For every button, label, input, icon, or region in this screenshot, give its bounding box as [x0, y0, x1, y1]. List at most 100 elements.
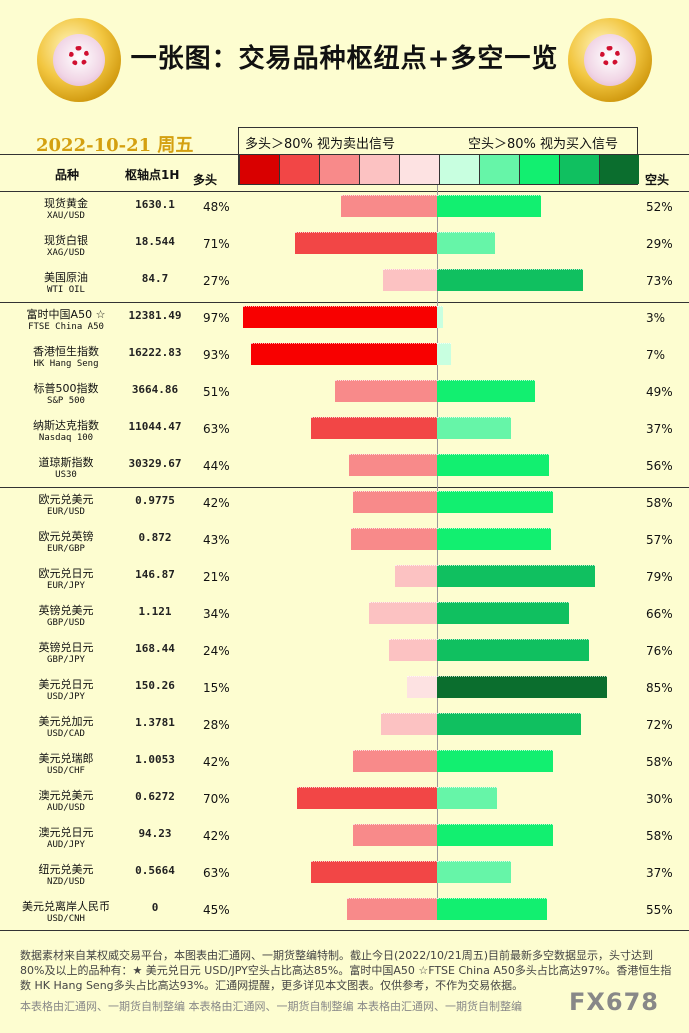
- long-pct: 97%: [203, 311, 230, 325]
- symbol-cn: 美元兑日元: [38, 678, 94, 691]
- divider: [0, 302, 689, 303]
- symbol-en: AUD/JPY: [47, 840, 85, 850]
- long-pct: 28%: [203, 718, 230, 732]
- symbol-en: AUD/USD: [47, 803, 85, 813]
- short-bar: [437, 676, 607, 698]
- long-pct: 93%: [203, 348, 230, 362]
- symbol-en: EUR/GBP: [47, 544, 85, 554]
- symbol-cn: 美元兑离岸人民币: [22, 900, 110, 913]
- long-bar: [381, 713, 437, 735]
- symbol-cn: 纽元兑美元: [38, 863, 94, 876]
- symbol-label: 美元兑瑞郎 USD/CHF: [10, 752, 122, 778]
- symbol-en: EUR/USD: [47, 507, 85, 517]
- legend-bull-text: 多头＞80% 视为卖出信号: [245, 137, 396, 152]
- pivot-value: 146.87: [135, 568, 175, 581]
- long-pct: 15%: [203, 681, 230, 695]
- header-pivot: 枢轴点1H: [125, 168, 180, 182]
- short-pct: 29%: [646, 237, 673, 251]
- short-pct: 7%: [646, 348, 666, 362]
- short-bar: [437, 898, 547, 920]
- symbol-label: 标普500指数 S&P 500: [10, 382, 122, 408]
- long-bar: [311, 417, 437, 439]
- symbol-en: USD/CAD: [47, 729, 85, 739]
- short-pct: 49%: [646, 385, 673, 399]
- short-pct: 30%: [646, 792, 673, 806]
- short-bar: [437, 269, 583, 291]
- symbol-label: 美元兑加元 USD/CAD: [10, 715, 122, 741]
- long-bar: [349, 454, 437, 476]
- long-bar: [341, 195, 437, 217]
- short-pct: 37%: [646, 422, 673, 436]
- page-title: 一张图：交易品种枢纽点+多空一览: [130, 44, 559, 74]
- symbol-cn: 欧元兑美元: [38, 493, 94, 506]
- pivot-value: 84.7: [141, 272, 169, 285]
- pivot-value: 30329.67: [128, 457, 182, 470]
- short-pct: 58%: [646, 755, 673, 769]
- legend: 多头＞80% 视为卖出信号 空头＞80% 视为买入信号: [238, 127, 639, 185]
- long-bar: [251, 343, 437, 365]
- symbol-label: 英镑兑日元 GBP/JPY: [10, 641, 122, 667]
- short-pct: 57%: [646, 533, 673, 547]
- divider: [0, 487, 689, 488]
- short-pct: 85%: [646, 681, 673, 695]
- pivot-value: 1630.1: [135, 198, 175, 211]
- long-pct: 42%: [203, 829, 230, 843]
- symbol-label: 美元兑日元 USD/JPY: [10, 678, 122, 704]
- pivot-value: 94.23: [138, 827, 172, 840]
- logo-left-icon: [37, 18, 121, 102]
- long-bar: [353, 824, 437, 846]
- symbol-en: EUR/JPY: [47, 581, 85, 591]
- symbol-cn: 现货黄金: [44, 197, 88, 210]
- short-bar: [437, 232, 495, 254]
- short-bar: [437, 343, 451, 365]
- long-pct: 71%: [203, 237, 230, 251]
- symbol-cn: 欧元兑日元: [38, 567, 94, 580]
- short-bar: [437, 454, 549, 476]
- symbol-en: HK Hang Seng: [33, 359, 99, 369]
- symbol-label: 香港恒生指数 HK Hang Seng: [10, 345, 122, 371]
- symbol-en: XAG/USD: [47, 248, 85, 258]
- short-pct: 58%: [646, 496, 673, 510]
- long-bar: [353, 750, 437, 772]
- symbol-en: S&P 500: [47, 396, 85, 406]
- long-pct: 42%: [203, 496, 230, 510]
- long-pct: 45%: [203, 903, 230, 917]
- long-bar: [369, 602, 437, 624]
- pivot-value: 0.872: [138, 531, 172, 544]
- symbol-en: Nasdaq 100: [38, 433, 94, 443]
- header-long: 多头: [193, 173, 218, 187]
- legend-swatch: [519, 155, 559, 184]
- divider: [0, 154, 689, 155]
- legend-swatch: [279, 155, 319, 184]
- short-pct: 66%: [646, 607, 673, 621]
- legend-swatch: [319, 155, 359, 184]
- short-bar: [437, 565, 595, 587]
- legend-swatch: [599, 155, 639, 184]
- symbol-cn: 香港恒生指数: [33, 345, 99, 358]
- symbol-en: GBP/JPY: [47, 655, 85, 665]
- long-bar: [407, 676, 437, 698]
- symbol-en: USD/CHF: [47, 766, 85, 776]
- pivot-value: 168.44: [135, 642, 175, 655]
- symbol-label: 美国原油 WTI OIL: [10, 271, 122, 297]
- symbol-en: NZD/USD: [47, 877, 85, 887]
- short-bar: [437, 528, 551, 550]
- symbol-label: 英镑兑美元 GBP/USD: [10, 604, 122, 630]
- long-pct: 27%: [203, 274, 230, 288]
- symbol-label: 美元兑离岸人民币 USD/CNH: [10, 900, 122, 926]
- short-bar: [437, 824, 553, 846]
- symbol-cn: 欧元兑英镑: [38, 530, 94, 543]
- legend-swatch: [439, 155, 479, 184]
- symbol-label: 澳元兑美元 AUD/USD: [10, 789, 122, 815]
- symbol-en: USD/CNH: [47, 914, 85, 924]
- symbol-en: WTI OIL: [47, 285, 85, 295]
- logo-right-icon: [568, 18, 652, 102]
- short-pct: 76%: [646, 644, 673, 658]
- long-bar: [297, 787, 437, 809]
- pivot-value: 1.0053: [135, 753, 175, 766]
- footer-credit: 本表格由汇通网、一期货自制整编 本表格由汇通网、一期货自制整编 本表格由汇通网、…: [20, 1000, 522, 1013]
- long-pct: 34%: [203, 607, 230, 621]
- symbol-label: 欧元兑日元 EUR/JPY: [10, 567, 122, 593]
- pivot-value: 150.26: [135, 679, 175, 692]
- short-bar: [437, 491, 553, 513]
